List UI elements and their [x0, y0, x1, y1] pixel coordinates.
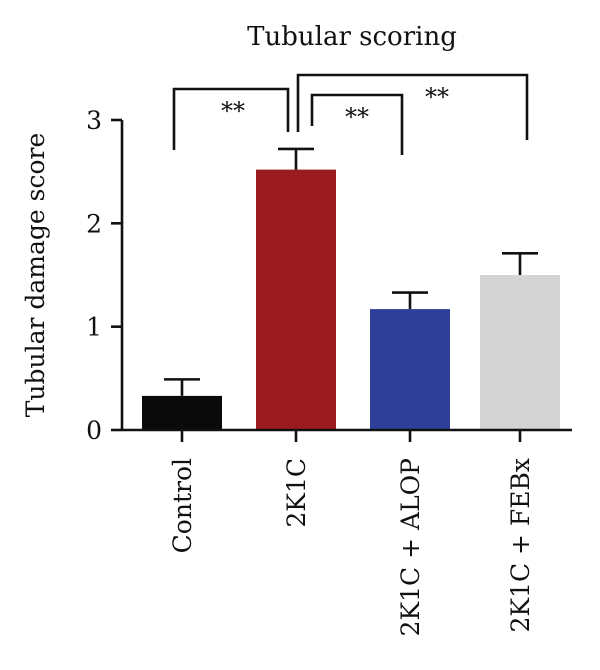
- significance-bracket-0: [172, 87, 290, 150]
- significance-label-1: **: [345, 103, 369, 131]
- error-bar-3: [502, 252, 538, 275]
- bar-0: [142, 395, 222, 430]
- significance-label-2: **: [425, 83, 449, 111]
- bar-2: [370, 309, 450, 430]
- significance-bracket-1: [310, 93, 404, 155]
- y-axis-label: Tubular damage score: [21, 133, 50, 418]
- plot-area: 0 1 2 3 Control 2K1C 2K1C + ALOP 2K1C + FEBx ** *…: [86, 73, 572, 636]
- y-tick-label-2: 2: [86, 209, 102, 238]
- bar-1: [256, 169, 336, 430]
- x-tick-label-2: 2K1C + ALOP: [396, 458, 425, 636]
- error-bar-1: [278, 147, 314, 170]
- significance-label-0: **: [221, 97, 245, 125]
- y-tick-label-0: 0: [86, 416, 102, 445]
- significance-bracket-2: [296, 73, 529, 140]
- x-tick-label-1: 2K1C: [282, 458, 311, 528]
- error-bar-2: [392, 291, 428, 310]
- chart-title: Tubular scoring: [247, 22, 457, 52]
- error-bar-0: [164, 378, 200, 396]
- bar-3: [480, 275, 560, 430]
- y-tick-label-1: 1: [86, 313, 102, 342]
- y-tick-label-3: 3: [86, 106, 102, 135]
- x-tick-label-0: Control: [168, 458, 197, 553]
- x-tick-label-3: 2K1C + FEBx: [506, 458, 535, 633]
